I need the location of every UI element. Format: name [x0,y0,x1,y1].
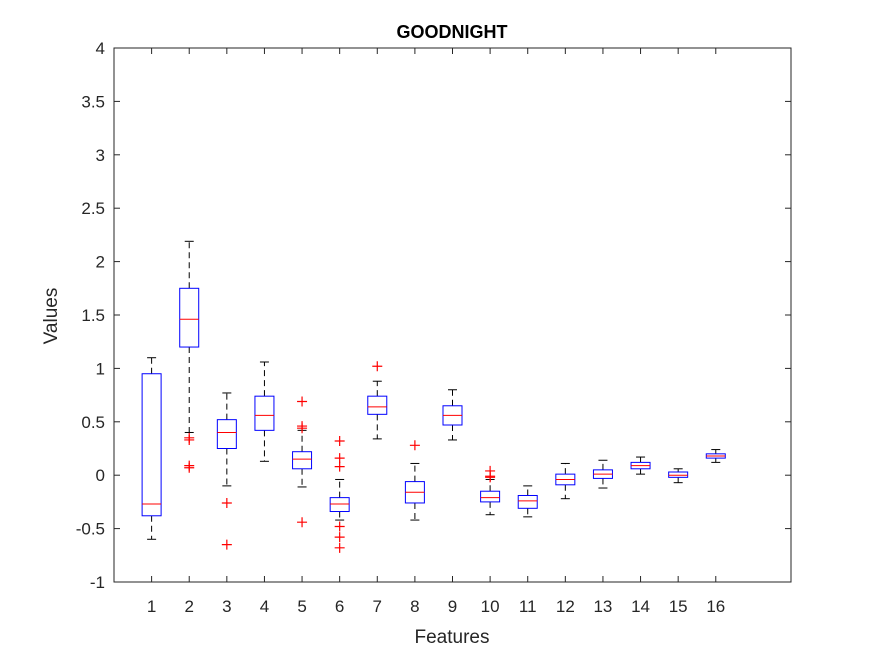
outlier-marker [221,497,232,508]
box [141,373,162,517]
x-tick-label: 14 [631,597,650,616]
outlier-marker [372,361,383,372]
y-tick-label: 0.5 [81,413,105,432]
y-axis-label: Values [41,288,62,345]
x-tick-label: 11 [519,597,537,616]
y-tick-label: 2.5 [81,199,105,218]
y-tick-label: -0.5 [76,520,105,539]
x-tick-label: 16 [706,597,725,616]
box [517,494,538,509]
y-tick-label: -1 [90,573,105,592]
outlier-marker [184,434,195,445]
y-tick-label: 0 [96,466,105,485]
x-tick-label: 7 [373,597,382,616]
outlier-marker [297,423,308,434]
y-tick-label: 4 [96,39,105,58]
outlier-marker [334,436,345,447]
x-tick-label: 6 [335,597,344,616]
x-tick-label: 12 [556,597,575,616]
outlier-marker [485,472,496,483]
outlier-marker [334,461,345,472]
box [216,419,237,450]
x-tick-label: 9 [448,597,457,616]
y-tick-label: 1.5 [81,306,105,325]
x-axis-label: Features [415,627,490,648]
x-tick-label: 15 [669,597,688,616]
box [254,395,275,431]
box [668,471,689,478]
outlier-marker [334,453,345,464]
outlier-marker [334,532,345,543]
x-tick-label: 8 [410,597,419,616]
chart-title: GOODNIGHT [397,22,508,42]
x-tick-label: 10 [481,597,500,616]
outlier-marker [221,539,232,550]
box [292,451,313,470]
outlier-marker [184,462,195,473]
box [329,497,350,513]
x-tick-label: 2 [184,597,193,616]
box [179,287,200,348]
outlier-marker [409,440,420,451]
outlier-marker [297,517,308,528]
x-tick-label: 13 [593,597,612,616]
outlier-marker [297,396,308,407]
x-tick-label: 5 [297,597,306,616]
plot-area: -1-0.500.511.522.533.541 2 3 4 5 6 7 8 9 10 11 12 13… [76,39,792,616]
x-tick-label: 3 [222,597,231,616]
y-tick-label: 3.5 [81,92,105,111]
outlier-marker [334,542,345,553]
box [367,395,388,415]
x-tick-label: 4 [260,597,269,616]
y-tick-label: 3 [96,146,105,165]
outlier-marker [334,521,345,532]
y-tick-label: 2 [96,253,105,272]
box [480,490,501,503]
x-tick-label: 1 [147,597,156,616]
y-tick-label: 1 [96,359,105,378]
